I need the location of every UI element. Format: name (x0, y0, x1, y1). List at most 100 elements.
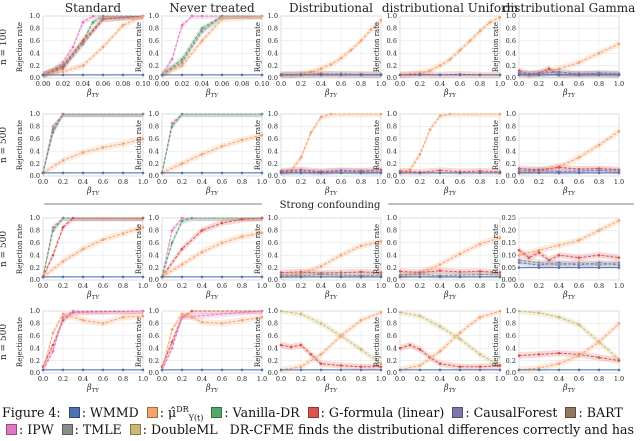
legend-vanilla-dr: : Vanilla-DR (207, 405, 300, 420)
x-axis-label-sub: TY (92, 388, 101, 394)
data-point (61, 73, 65, 77)
y-tick-label: 0.4 (387, 251, 397, 259)
data-point (260, 231, 264, 235)
data-point (498, 368, 502, 372)
data-point (121, 171, 125, 175)
data-point (349, 48, 353, 52)
data-point (160, 368, 164, 372)
y-axis-label: Rejection rate (16, 224, 24, 274)
series-line (42, 226, 144, 278)
column-title: distributional Uniform (382, 1, 519, 15)
y-tick-label: 0.8 (149, 320, 159, 328)
data-point (240, 171, 244, 175)
y-tick-label: 0.8 (387, 123, 397, 131)
y-tick-label: 0.0 (149, 369, 159, 377)
data-point (527, 256, 531, 259)
data-point (260, 275, 264, 279)
data-point (597, 340, 601, 344)
data-point (418, 368, 422, 372)
data-point (438, 171, 442, 175)
y-axis-label: Rejection rate (373, 317, 381, 367)
data-point (170, 346, 174, 350)
data-point (200, 153, 204, 156)
data-point (418, 275, 422, 279)
series-line (42, 138, 144, 174)
x-tick-label: 0.4 (554, 375, 564, 383)
data-point (547, 67, 551, 70)
legend-swatch (452, 407, 464, 419)
data-point (329, 63, 333, 66)
data-point (537, 368, 541, 372)
data-point (517, 167, 521, 170)
series-line (518, 249, 620, 261)
data-point (617, 368, 621, 372)
column-title: Standard (65, 1, 121, 15)
data-point (458, 368, 462, 372)
subplot: 0.0 0.2 0.4 0.6 0.8 1.00.00.20.40.60.81.0βTYR… (373, 12, 505, 99)
series-line (161, 15, 262, 76)
x-tick-label: 0.8 (118, 282, 128, 290)
y-tick-label: 0.0 (506, 172, 516, 180)
y-tick-label: 0.0 (149, 172, 159, 180)
series-line (518, 259, 620, 266)
data-point (428, 128, 432, 131)
y-tick-label: 0.0 (149, 74, 159, 82)
data-point (597, 261, 601, 264)
y-tick-label: 0.0 (30, 74, 40, 82)
data-point (498, 271, 502, 274)
data-point (617, 169, 621, 173)
legend-bart: : BART (561, 405, 623, 420)
y-tick-label: 0.2 (268, 62, 278, 70)
data-point (448, 58, 452, 61)
data-point (557, 70, 561, 74)
x-tick-label: 0.0 (395, 80, 405, 88)
data-point (240, 217, 244, 221)
x-tick-label: 0.2 (296, 80, 306, 88)
y-tick-label: 1.0 (387, 12, 397, 20)
data-point (557, 266, 561, 269)
data-point (398, 273, 402, 277)
data-point (51, 128, 55, 131)
x-axis-label: βTY (205, 383, 219, 394)
y-axis-label: Rejection rate (373, 22, 381, 72)
figure-label: Figure 4: (2, 405, 61, 421)
data-point (319, 115, 323, 119)
data-point (557, 362, 561, 366)
x-tick-label: 0.2 (415, 178, 425, 186)
data-point (517, 248, 521, 252)
row-label: n = 500 (0, 231, 9, 268)
data-point (557, 261, 561, 264)
data-point (81, 171, 85, 175)
y-axis-label: Rejection rate (135, 120, 143, 170)
y-axis-label: Rejection rate (492, 22, 500, 72)
y-tick-label: 0.0 (30, 276, 40, 284)
x-axis-label: βTY (86, 88, 100, 99)
subplot: 0.0 0.2 0.4 0.6 0.8 1.00.00.20.40.60.81.0βTYR… (373, 110, 505, 197)
data-point (121, 315, 125, 319)
subplot: 0.0 0.2 0.4 0.6 0.8 1.00.00.20.40.60.81.0βTYR… (254, 214, 386, 301)
data-point (141, 226, 145, 229)
y-tick-label: 1.0 (149, 307, 159, 315)
y-tick-label: 0.2 (268, 160, 278, 168)
y-axis-label: Rejection rate (492, 224, 500, 274)
x-tick-label: 0.0 (38, 375, 48, 383)
y-tick-label: 0.6 (30, 239, 40, 247)
data-point (220, 17, 224, 21)
legend-doubleml: : DoubleML (126, 422, 218, 437)
x-tick-label: 1.0 (495, 178, 505, 186)
x-tick-label: 0.0 (276, 282, 286, 290)
data-point (498, 73, 502, 77)
x-axis-label: βTY (86, 383, 100, 394)
x-tick-label: 0.8 (356, 375, 366, 383)
x-axis-label-sub: TY (92, 93, 101, 99)
y-tick-label: 1.0 (149, 12, 159, 20)
data-point (240, 235, 244, 238)
column-title: Distributional (289, 1, 373, 15)
data-point (438, 368, 442, 372)
data-point (438, 350, 442, 353)
x-tick-label: 0.6 (574, 375, 584, 383)
y-axis-label: Rejection rate (16, 22, 24, 72)
plot-area (42, 113, 144, 177)
x-axis-label-sub: TY (92, 191, 101, 197)
data-point (190, 309, 194, 313)
